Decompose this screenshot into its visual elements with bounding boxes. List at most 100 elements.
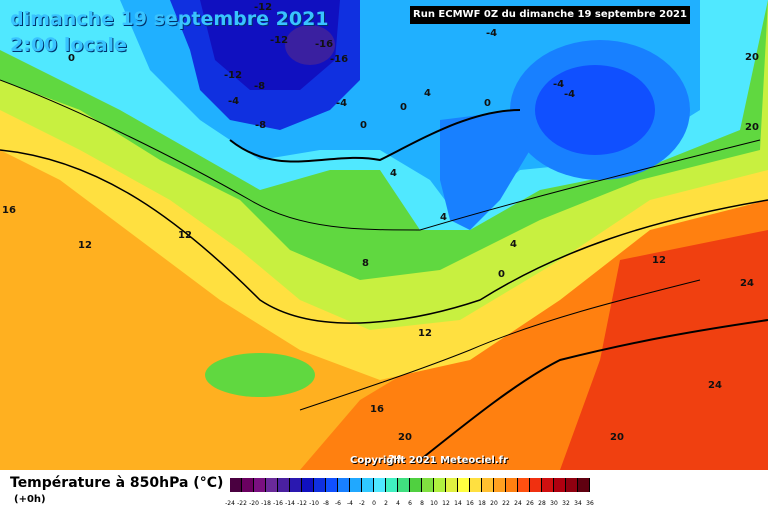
scale-tick-label: 20 [490,500,498,507]
scale-swatch [290,478,302,492]
scale-swatch [482,478,494,492]
scale-swatch [422,478,434,492]
scale-swatch [518,478,530,492]
scale-tick-label: -6 [335,500,341,507]
isotherm-labels: -12 -12 -16 -16 -12 -8 -4 -8 -4 0 0 4 0 … [2,2,759,465]
isotherm-20 [419,319,768,461]
scale-swatch [566,478,578,492]
scale-tick-label: 8 [420,500,424,507]
scale-swatch [362,478,374,492]
scale-tick-label: 12 [442,500,450,507]
scale-swatch [314,478,326,492]
map-label: -8 [255,120,266,131]
scale-tick-label: 0 [372,500,376,507]
copyright-text: Copyright 2021 Meteociel.fr [350,455,508,466]
map-time-title: 2:00 locale [10,34,127,56]
scale-tick-label: 34 [574,500,582,507]
scale-tick-label: 22 [502,500,510,507]
scale-swatch [338,478,350,492]
scale-tick-label: -12 [297,500,307,507]
map-label: 24 [740,278,754,289]
greenland-min [285,25,335,65]
scale-tick-label: 10 [430,500,438,507]
scale-tick-label: 18 [478,500,486,507]
scale-tick-label: -14 [285,500,295,507]
map-label: 20 [745,122,759,133]
scale-swatch [350,478,362,492]
scale-tick-label: -18 [261,500,271,507]
map-label: -4 [486,28,497,39]
map-label: 0 [498,269,505,280]
scale-tick-label: 2 [384,500,388,507]
scale-tick-label: 16 [466,500,474,507]
scale-swatch [302,478,314,492]
scale-swatch [410,478,422,492]
isotherm-12 [0,149,768,324]
scale-tick-label: 24 [514,500,522,507]
scale-swatch [578,478,590,492]
map-label: 4 [510,239,517,250]
scale-tick-label: -8 [323,500,329,507]
scale-tick-label: -16 [273,500,283,507]
map-label: -4 [336,98,347,109]
map-label: -12 [270,35,288,46]
map-label: 12 [78,240,92,251]
scale-swatch [242,478,254,492]
map-label: 16 [370,404,384,415]
scale-tick-label: -20 [249,500,259,507]
map-label: 0 [400,102,407,113]
map-label: -8 [254,81,265,92]
isotherm-0 [229,109,521,163]
scale-swatch [266,478,278,492]
map-label: -16 [330,54,348,65]
map-label: 20 [610,432,624,443]
map-label: 4 [390,168,397,179]
scale-tick-label: 6 [408,500,412,507]
map-label: 4 [424,88,431,99]
scale-swatch [506,478,518,492]
scale-swatch [374,478,386,492]
scale-tick-label: -10 [309,500,319,507]
scale-tick-label: -22 [237,500,247,507]
scale-swatch [494,478,506,492]
scale-swatch [254,478,266,492]
scale-swatch [326,478,338,492]
map-label: 12 [652,255,666,266]
map-label: 24 [388,454,402,465]
map-canvas: -12 -12 -16 -16 -12 -8 -4 -8 -4 0 0 4 0 … [0,0,768,470]
scale-tick-label: 26 [526,500,534,507]
iberia-green [205,353,315,397]
run-info-banner: Run ECMWF 0Z du dimanche 19 septembre 20… [410,6,690,24]
map-label: -4 [553,79,564,90]
temperature-map: -12 -12 -16 -16 -12 -8 -4 -8 -4 0 0 4 0 … [0,0,768,470]
map-label: 12 [418,328,432,339]
map-label: 0 [484,98,491,109]
map-label: 16 [2,205,16,216]
scale-swatch [230,478,242,492]
isotherm-4 [0,79,761,231]
map-label: 0 [68,53,75,64]
map-label: 20 [398,432,412,443]
map-label: -4 [228,96,239,107]
scale-swatch [554,478,566,492]
scale-swatch [278,478,290,492]
scale-tick-label: 32 [562,500,570,507]
scale-swatch [542,478,554,492]
scale-tick-label: -2 [359,500,365,507]
map-label: -4 [564,89,575,100]
map-label: 24 [708,380,722,391]
map-label: -12 [224,70,242,81]
scale-tick-label: 36 [586,500,594,507]
scale-swatch [398,478,410,492]
scale-swatch [458,478,470,492]
scale-swatch [446,478,458,492]
scale-tick-label: 28 [538,500,546,507]
legend-subtitle: (+0h) [14,494,46,505]
greenland-core [200,0,340,90]
map-label: -12 [254,2,272,13]
scandinavia-cold [440,110,530,230]
map-label: 20 [745,52,759,63]
scale-swatch [386,478,398,492]
scale-tick-label: 14 [454,500,462,507]
scale-swatch [530,478,542,492]
